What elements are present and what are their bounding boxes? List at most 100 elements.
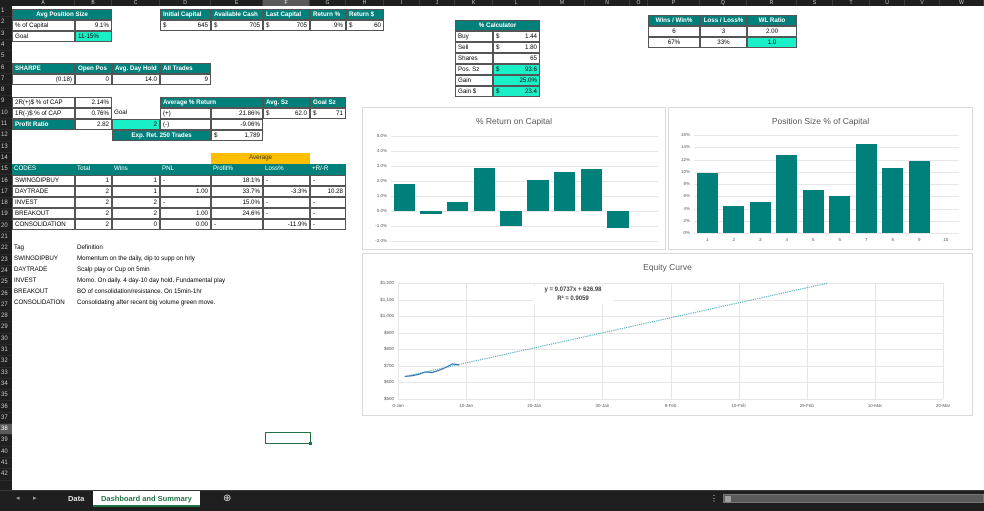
avg-return-title[interactable]: Average % Return <box>160 97 263 108</box>
open-pos-header[interactable]: Open Pos <box>75 63 112 74</box>
open-pos-value[interactable]: 0 <box>75 74 112 85</box>
row-header-7[interactable]: 7 <box>0 74 12 86</box>
column-header-s[interactable]: S <box>797 0 833 6</box>
column-header-q[interactable]: Q <box>700 0 747 6</box>
initial-capital-value[interactable]: $645 <box>160 20 211 31</box>
wins-count[interactable]: 6 <box>648 26 700 37</box>
row-header-14[interactable]: 14 <box>0 153 12 165</box>
row-header-37[interactable]: 37 <box>0 413 12 425</box>
avg-return-minus-value[interactable]: -9.06% <box>211 119 263 130</box>
column-header-h[interactable]: H <box>346 0 384 6</box>
column-header-i[interactable]: I <box>384 0 420 6</box>
loss-header[interactable]: Loss / Loss% <box>700 15 747 26</box>
profit-cell[interactable]: 24.6% <box>211 208 263 219</box>
row-header-38[interactable]: 38 <box>0 424 12 436</box>
available-cash-value[interactable]: $705 <box>211 20 263 31</box>
tab-dashboard-and-summary[interactable]: Dashboard and Summary <box>93 491 200 507</box>
row-header-27[interactable]: 27 <box>0 300 12 312</box>
row-header-15[interactable]: 15 <box>0 164 12 176</box>
column-header-a[interactable]: A <box>12 0 75 6</box>
column-header-t[interactable]: T <box>833 0 870 6</box>
r1-label[interactable]: 1R(-)$ % of CAP <box>12 108 75 119</box>
available-cash-header[interactable]: Available Cash <box>211 9 263 20</box>
avg-return-plus-label[interactable]: (+) <box>160 108 211 119</box>
pnl-cell[interactable]: - <box>160 175 211 186</box>
total-cell[interactable]: 1 <box>75 175 112 186</box>
definition-cell[interactable]: Momentum on the daily, dip to supp on hr… <box>77 255 195 262</box>
definition-cell[interactable]: Consolidating after recent big volume gr… <box>77 299 216 306</box>
calc-shares-value[interactable]: 65 <box>493 53 540 64</box>
code-cell[interactable]: INVEST <box>12 197 75 208</box>
equity-curve-chart[interactable]: Equity Curve $1,200 $1,100 $1,000 $900 $800 $… <box>362 253 973 416</box>
row-header-25[interactable]: 25 <box>0 277 12 289</box>
column-header-d[interactable]: D <box>160 0 211 6</box>
row-header-19[interactable]: 19 <box>0 209 12 221</box>
wins-cell[interactable]: 1 <box>112 175 160 186</box>
row-header-21[interactable]: 21 <box>0 232 12 244</box>
avg-return-plus-value[interactable]: 21.86% <box>211 108 263 119</box>
tab-data[interactable]: Data <box>68 494 85 503</box>
column-header-l[interactable]: L <box>493 0 540 6</box>
row-header-39[interactable]: 39 <box>0 435 12 447</box>
initial-capital-header[interactable]: Initial Capital <box>160 9 211 20</box>
exp-return-value[interactable]: $1,789 <box>211 130 263 141</box>
total-cell[interactable]: 2 <box>75 219 112 230</box>
wins-header[interactable]: Wins / Win% <box>648 15 700 26</box>
row-header-5[interactable]: 5 <box>0 51 12 63</box>
row-header-10[interactable]: 10 <box>0 108 12 119</box>
loss-cell[interactable]: -3.3% <box>263 186 310 197</box>
definition-cell[interactable]: Momo. On daily. 4 day-10 day hold. Funda… <box>77 277 226 284</box>
column-header-g[interactable]: G <box>310 0 346 6</box>
row-header-16[interactable]: 16 <box>0 176 12 187</box>
avg-day-hold-value[interactable]: 14.0 <box>112 74 160 85</box>
row-header-22[interactable]: 22 <box>0 243 12 255</box>
rr-cell[interactable]: - <box>310 197 346 208</box>
row-header-31[interactable]: 31 <box>0 345 12 357</box>
row-header-33[interactable]: 33 <box>0 368 12 379</box>
position-size-chart[interactable]: Position Size % of Capital 16% 14% 12% 10% 8… <box>668 107 973 250</box>
win-pct[interactable]: 67% <box>648 37 700 48</box>
row-header-17[interactable]: 17 <box>0 187 12 199</box>
avg-position-title[interactable]: Avg Position Size <box>12 9 112 20</box>
selected-cell-f38[interactable] <box>265 432 312 445</box>
loss-cell[interactable]: - <box>263 197 310 208</box>
row-header-41[interactable]: 41 <box>0 458 12 470</box>
r2-label[interactable]: 2R(+)$ % of CAP <box>12 97 75 108</box>
next-sheet-icon[interactable]: ▸ <box>33 495 37 502</box>
calc-pos-sz-label[interactable]: Pos. Sz <box>455 64 493 75</box>
row-header-9[interactable]: 9 <box>0 96 12 108</box>
calc-gain-usd-value[interactable]: $23.4 <box>493 86 540 97</box>
column-header-u[interactable]: U <box>870 0 905 6</box>
sharpe-header[interactable]: SHARPE <box>12 63 75 74</box>
horizontal-scrollbar[interactable] <box>723 494 984 503</box>
ratio-goal-label[interactable]: Goal <box>114 109 128 116</box>
pct-capital-label[interactable]: % of Capital <box>12 20 75 31</box>
definition-cell[interactable]: BO of consolidation/resistance. On 15min… <box>77 288 202 295</box>
row-header-3[interactable]: 3 <box>0 29 12 40</box>
row-header-1[interactable]: 1 <box>0 6 12 18</box>
r1-value[interactable]: 0.76% <box>75 108 112 119</box>
wl-ratio-pct[interactable]: 1.0 <box>747 37 797 48</box>
tag-cell[interactable]: INVEST <box>14 277 37 284</box>
row-header-42[interactable]: 42 <box>0 469 12 481</box>
total-cell[interactable]: 2 <box>75 197 112 208</box>
column-header-v[interactable]: V <box>905 0 940 6</box>
pnl-cell[interactable]: - <box>160 197 211 208</box>
pnl-cell[interactable]: 0.00 <box>160 219 211 230</box>
exp-return-label[interactable]: Exp. Ret. 250 Trades <box>112 130 211 141</box>
select-all-corner[interactable] <box>0 0 12 6</box>
row-header-36[interactable]: 36 <box>0 402 12 413</box>
return-usd-header[interactable]: Return $ <box>346 9 384 20</box>
profit-ratio-value[interactable]: 2.82 <box>75 119 112 130</box>
sharpe-value[interactable]: (0.18) <box>12 74 75 85</box>
avg-return-minus-label[interactable]: (-) <box>160 119 211 130</box>
loss-cell[interactable]: - <box>263 208 310 219</box>
all-trades-header[interactable]: All Trades <box>160 63 211 74</box>
add-sheet-icon[interactable]: ⊕ <box>223 493 232 504</box>
all-trades-value[interactable]: 9 <box>160 74 211 85</box>
profit-cell[interactable]: 18.1% <box>211 175 263 186</box>
row-header-12[interactable]: 12 <box>0 130 12 142</box>
worksheet[interactable]: Avg Position Size % of Capital 9.1% Goal… <box>12 6 984 490</box>
calc-gain-label[interactable]: Gain <box>455 75 493 86</box>
profit-ratio-label[interactable]: Profit Ratio <box>12 119 75 130</box>
